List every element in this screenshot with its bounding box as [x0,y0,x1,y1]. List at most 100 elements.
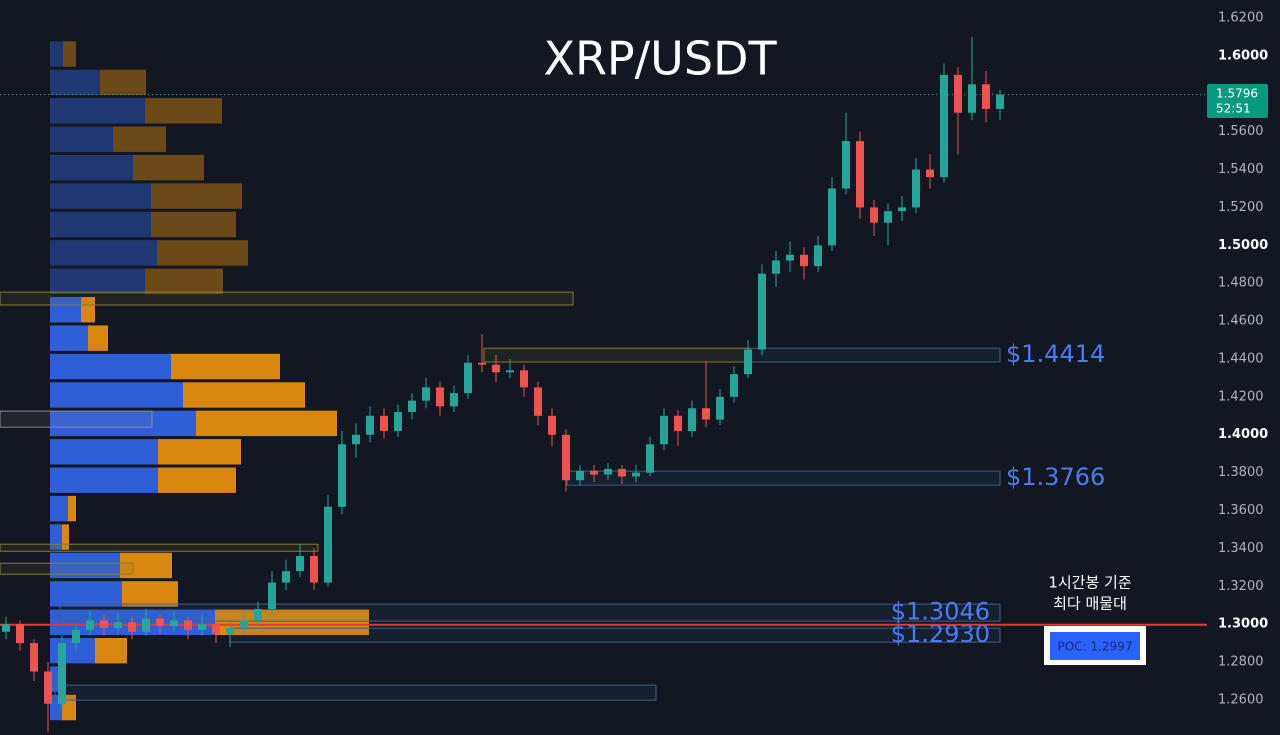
candle-body [254,609,262,621]
candle-body [632,472,640,477]
candle-body [282,571,290,583]
countdown: 52:51 [1216,102,1251,116]
y-tick-label: 1.6200 [1218,10,1264,25]
profile-sell-bar [133,154,204,181]
y-tick-label: 1.5600 [1218,124,1264,139]
candle-body [758,273,766,350]
y-tick-label: 1.2600 [1218,692,1264,707]
chart-title: XRP/USDT [543,32,777,86]
profile-sell-bar [196,410,337,437]
profile-buy-bar [50,154,133,181]
candle-body [268,582,276,610]
candle-body [226,627,234,634]
y-tick-label: 1.3800 [1218,465,1264,480]
candle-body [478,362,486,365]
zone [566,470,1001,486]
candle-body [506,370,514,373]
profile-buy-bar [50,325,88,351]
candle-body [408,400,416,413]
candle-body [884,211,892,223]
candle-body [492,364,500,373]
candle-body [828,188,836,246]
profile-sell-bar [81,297,95,323]
candle-body [646,444,654,473]
candle-body [604,468,612,475]
candle-body [338,444,346,507]
last-price: 1.5796 [1216,87,1258,101]
profile-sell-bar [158,467,236,493]
zone [229,627,1001,643]
poc-box [1050,632,1140,660]
candle-body [870,207,878,223]
profile-buy-bar [50,410,196,437]
profile-sell-bar [151,183,242,209]
candle-body [58,643,66,704]
profile-sell-bar [100,69,146,96]
candle-body [968,84,976,113]
profile-buy-bar [50,240,157,266]
candle-body [898,207,906,212]
y-tick-label: 1.4000 [1218,427,1268,442]
profile-buy-bar [50,524,62,550]
candle-body [912,169,920,208]
candle-body [366,415,374,435]
profile-sell-bar [158,439,241,465]
candle-body [842,141,850,189]
candle-body [702,408,710,420]
candle-body [72,629,80,644]
candle-body [954,74,962,113]
candle-body [296,555,304,572]
candle-body [786,254,794,261]
candle-body [114,622,122,628]
y-tick-label: 1.2800 [1218,655,1264,670]
candle-body [660,415,668,445]
candle-body [548,415,556,435]
annotation-line: 1시간봉 기준 [1048,574,1132,592]
zone-label: $1.3046 [891,598,990,626]
candle-body [184,620,192,630]
y-tick-label: 1.4800 [1218,276,1264,291]
y-tick-label: 1.3000 [1218,617,1268,632]
zone [59,603,1001,622]
candle-body [800,254,808,267]
candle-body [940,74,948,178]
profile-buy-bar [50,439,158,465]
zone-label: $1.3766 [1006,463,1105,491]
candle-body [394,412,402,431]
zone [749,347,1001,363]
profile-sell-bar [95,637,127,664]
profile-buy-bar [50,353,171,380]
candle-body [856,141,864,208]
profile-buy-bar [50,183,151,209]
candle-body [996,94,1004,109]
candle-body [814,245,822,267]
profile-buy-bar [50,666,58,692]
candle-body [772,260,780,274]
profile-sell-bar [88,325,108,351]
candle-body [744,349,752,375]
profile-sell-bar [157,240,248,266]
candle-body [982,84,990,109]
candle-body [716,396,724,420]
zone [0,291,574,306]
candle-body [44,671,52,704]
candle-body [2,624,10,632]
candle-body [240,620,248,628]
y-tick-label: 1.4200 [1218,389,1264,404]
y-tick-label: 1.6000 [1218,48,1268,63]
candle-body [170,620,178,627]
candle-body [464,362,472,394]
profile-buy-bar [50,495,68,522]
y-tick-label: 1.3600 [1218,503,1264,518]
y-tick-label: 1.4400 [1218,351,1264,366]
last-price-tag [1207,84,1268,118]
candle-body [352,434,360,445]
profile-buy-bar [50,581,122,607]
profile-buy-bar [50,98,145,124]
profile-sell-bar [183,382,305,408]
profile-buy-bar [50,467,158,493]
candle-body [730,374,738,397]
profile-buy-bar [50,211,151,238]
zone [0,410,153,428]
